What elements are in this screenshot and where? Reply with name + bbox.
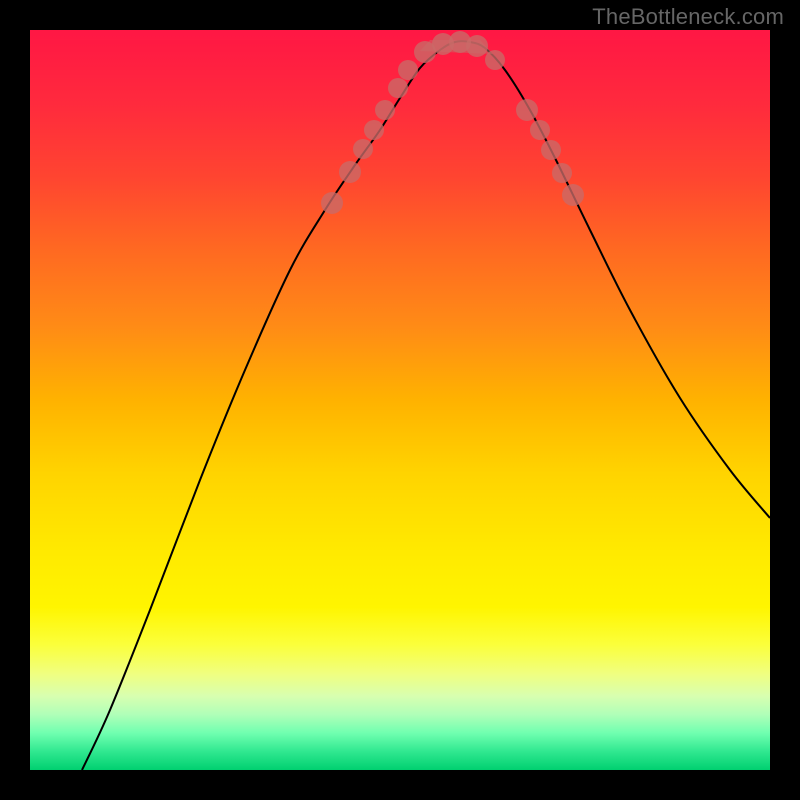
plot-background-gradient: [30, 30, 770, 770]
curve-marker: [562, 184, 584, 206]
chart-root: TheBottleneck.com: [0, 0, 800, 800]
curve-marker: [388, 78, 408, 98]
curve-marker: [541, 140, 561, 160]
bottleneck-curve-chart: [0, 0, 800, 800]
curve-marker: [364, 120, 384, 140]
curve-marker: [516, 99, 538, 121]
curve-marker: [466, 35, 488, 57]
curve-marker: [530, 120, 550, 140]
watermark-text: TheBottleneck.com: [592, 4, 784, 30]
curve-marker: [485, 50, 505, 70]
curve-marker: [398, 60, 418, 80]
curve-marker: [552, 163, 572, 183]
curve-marker: [375, 100, 395, 120]
curve-marker: [353, 139, 373, 159]
curve-marker: [339, 161, 361, 183]
curve-marker: [321, 192, 343, 214]
